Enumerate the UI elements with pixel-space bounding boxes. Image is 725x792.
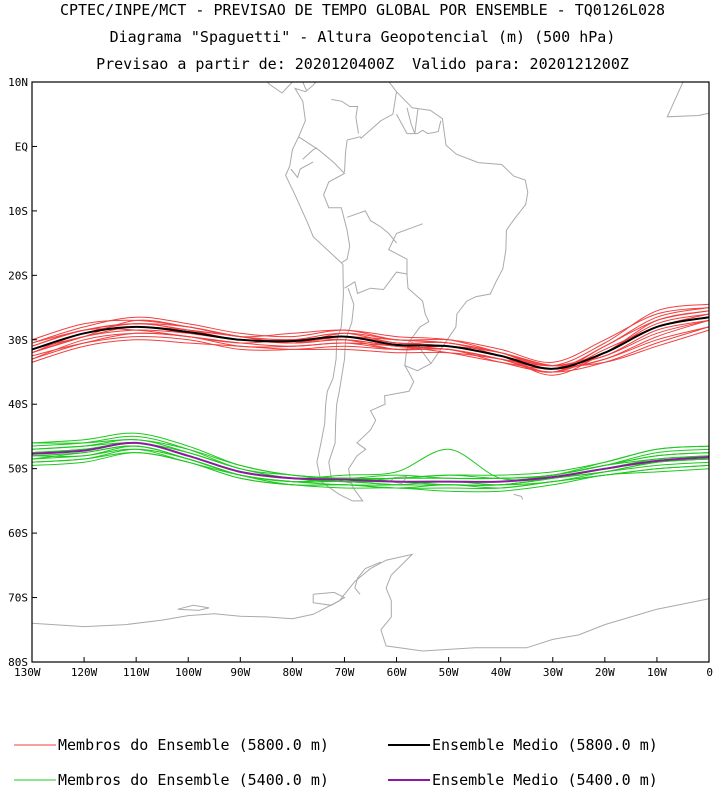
y-tick-label-EQ: EQ [15,140,28,153]
border-guianas-brazil [396,113,442,135]
border-brazil-bolivia-paraguay [388,223,430,342]
border-ecuador-peru [290,161,314,179]
x-tick-label-20W: 20W [595,666,615,679]
x-tick-label-0: 0 [706,666,713,679]
chart-title-line3: Previsao a partir de: 2020120400Z Valido… [96,55,629,73]
member-line-5400-9 [32,442,709,483]
y-tick-label-70S: 70S [8,592,28,605]
alexander-island-outline [312,591,346,606]
y-tick-label-10N: 10N [8,76,28,89]
x-tick-label-70W: 70W [335,666,355,679]
y-tick-label-60S: 60S [8,527,28,540]
border-bolivia-argentina [344,271,408,295]
member-line-5800-12 [32,326,709,373]
chart-title-line1: CPTEC/INPE/MCT - PREVISAO DE TEMPO GLOBA… [59,1,666,19]
member-line-5400-14 [32,445,709,486]
legend-label-member-5400: Membros do Ensemble (5400.0 m) [58,771,329,789]
legend: Membros do Ensemble (5800.0 m) Ensemble … [14,736,658,789]
thurston-island-outline [177,604,210,611]
y-tick-label-80S: 80S [8,656,28,669]
member-line-5800-7 [32,303,709,367]
y-tick-label-20S: 20S [8,269,28,282]
x-tick-label-110W: 110W [123,666,150,679]
coastline-map [32,82,709,652]
series-layer [32,303,709,493]
x-tick-label-10W: 10W [647,666,667,679]
mean-line-5800 [32,316,709,370]
y-tick-label-10S: 10S [8,205,28,218]
member-line-5400-13 [32,442,709,483]
plot-frame [31,81,710,663]
x-tick-label-120W: 120W [71,666,98,679]
central-america-coastline [267,82,293,94]
antarctic-peninsula-west-outline [354,561,382,595]
member-line-5400-11 [32,439,709,480]
x-tick-label-100W: 100W [175,666,202,679]
y-tick-label-40S: 40S [8,398,28,411]
y-tick-label-50S: 50S [8,463,28,476]
y-tick-label-30S: 30S [8,334,28,347]
border-suriname [406,107,419,134]
border-colombia-venezuela-brazil [344,91,397,173]
legend-label-mean-5400: Ensemble Medio (5400.0 m) [432,771,658,789]
x-tick-label-50W: 50W [439,666,459,679]
mean-line-5400 [32,441,709,483]
chart-title-line2: Diagrama "Spaguetti" - Altura Geopotenci… [109,28,616,46]
x-tick-label-80W: 80W [282,666,302,679]
border-peru-brazil-colombia [298,136,351,263]
x-tick-label-30W: 30W [543,666,563,679]
border-colombia-venezuela-east [331,98,359,134]
x-tick-label-40W: 40W [491,666,511,679]
africa-coastline [666,82,709,118]
south-georgia-outline [513,493,524,500]
legend-label-member-5800: Membros do Ensemble (5800.0 m) [58,736,329,754]
x-tick-label-60W: 60W [387,666,407,679]
antarctica-coastline [32,553,709,652]
x-tick-label-130W: 130W [14,666,41,679]
south-america-coastline [285,82,529,502]
x-tick-label-90W: 90W [230,666,250,679]
panama-coastline [302,82,307,91]
member-line-5800-8 [32,319,709,370]
border-ecuador-colombia [302,147,318,160]
member-line-5800-4 [32,307,709,363]
border-chile-argentina [328,288,355,484]
legend-label-mean-5800: Ensemble Medio (5800.0 m) [432,736,658,754]
axes: 130W 120W 110W 100W 90W 80W 70W 60W 50W 40W 30W 20W… [8,76,713,679]
member-line-5400-12 [32,452,709,489]
border-bolivia-brazil-north [346,210,397,244]
member-line-5800-11 [32,307,709,370]
